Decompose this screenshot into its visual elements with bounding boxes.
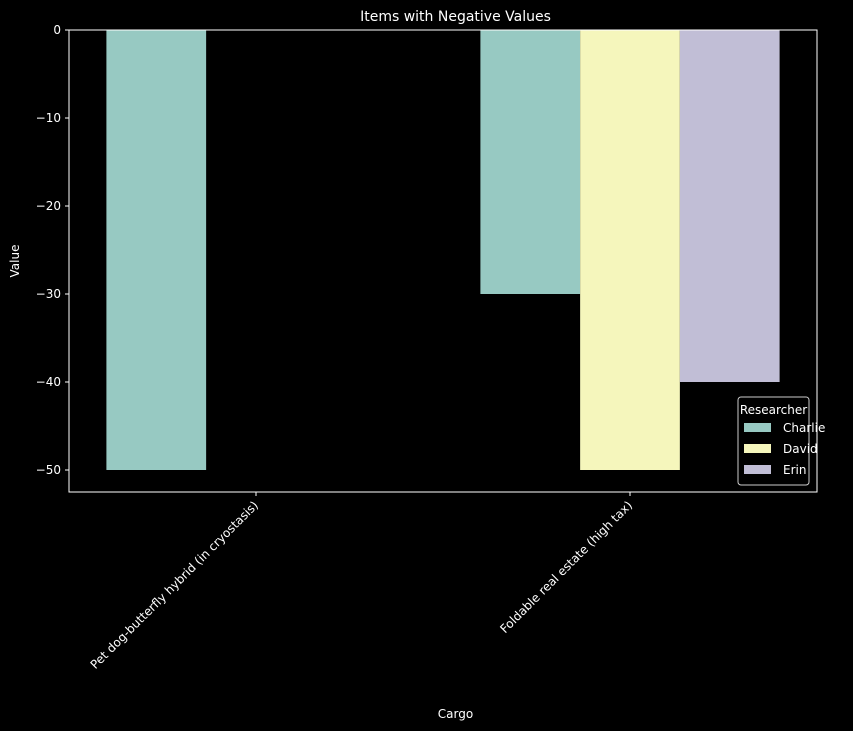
legend-box: [737, 396, 810, 486]
y-axis-label: Value: [8, 245, 22, 278]
y-tick-label: 0: [53, 23, 61, 37]
legend-title: Researcher: [740, 403, 807, 417]
bar-charlie-2: [480, 30, 581, 294]
legend-swatch-charlie: [744, 423, 771, 432]
x-axis: Pet dog-butterfly hybrid (in cryostasis)…: [88, 492, 635, 672]
y-axis: 0 −10 −20 −30 −40 −50: [36, 23, 69, 477]
y-tick-label: −10: [36, 111, 61, 125]
legend-swatch-david: [744, 444, 771, 453]
bar-erin-2: [679, 30, 780, 382]
y-tick-label: −20: [36, 199, 61, 213]
x-tick-label: Pet dog-butterfly hybrid (in cryostasis): [88, 498, 261, 671]
x-tick-label: Foldable real estate (high tax): [497, 498, 635, 636]
legend-swatch-erin: [744, 465, 771, 474]
bar-charlie-1: [106, 30, 207, 470]
legend-label-charlie: Charlie: [783, 421, 825, 435]
chart-title: Items with Negative Values: [360, 9, 551, 25]
y-tick-label: −30: [36, 287, 61, 301]
legend-label-erin: Erin: [783, 463, 806, 477]
y-tick-label: −50: [36, 463, 61, 477]
legend: Researcher Charlie David Erin: [737, 396, 825, 486]
bars-group: [106, 30, 780, 470]
bar-david-2: [580, 30, 680, 470]
plot-frame: [68, 29, 818, 493]
y-tick-label: −40: [36, 375, 61, 389]
legend-label-david: David: [783, 442, 818, 456]
x-axis-label: Cargo: [438, 707, 473, 721]
